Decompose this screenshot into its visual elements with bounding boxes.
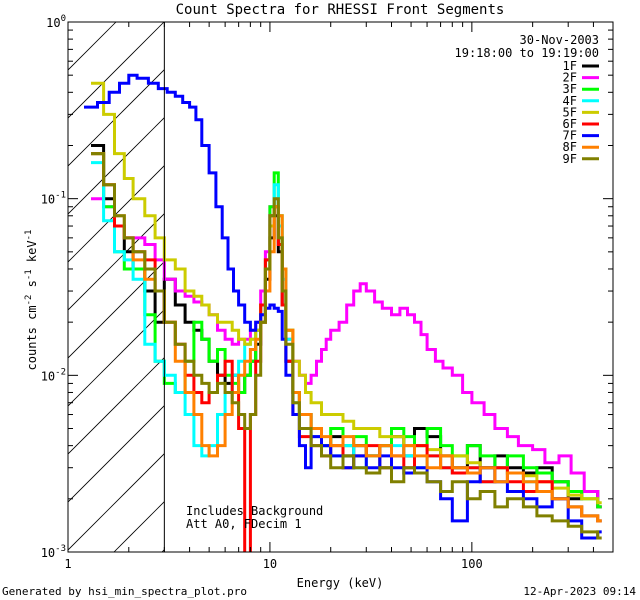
series-line-2F — [91, 197, 602, 509]
date-annotation: 30-Nov-2003 — [520, 33, 599, 47]
y-tick-label: 10-3 — [41, 544, 66, 560]
x-tick-label: 1 — [64, 557, 71, 571]
y-tick-labels: 10-3 10-2 10-1 100 — [41, 14, 66, 560]
background-hatched-region — [68, 22, 165, 552]
legend-label-7F: 7F — [563, 129, 577, 143]
hatch-line — [68, 117, 165, 215]
hatch-line — [68, 453, 165, 551]
series-line-9F — [91, 152, 602, 540]
legend-label-4F: 4F — [563, 94, 577, 108]
series-line-3F — [91, 152, 602, 509]
series-line-1F — [91, 144, 602, 509]
y-tick-label: 100 — [46, 14, 66, 30]
hatch-line — [68, 22, 165, 119]
attenuator-note: Att A0, FDecim 1 — [186, 517, 302, 531]
y-tick-label: 10-2 — [41, 367, 66, 383]
background-note: Includes Background — [186, 504, 323, 518]
hatch-line — [68, 405, 165, 503]
x-axis-label: Energy (keV) — [297, 576, 384, 590]
legend-label-2F: 2F — [563, 71, 577, 85]
axis-ticks — [67, 22, 614, 553]
x-tick-labels: 1 10 100 — [64, 557, 482, 571]
legend-label-5F: 5F — [563, 105, 577, 119]
x-tick-label: 100 — [461, 557, 483, 571]
legend-label-3F: 3F — [563, 82, 577, 96]
series-group — [84, 73, 602, 552]
generated-by-footer: Generated by hsi_min_spectra_plot.pro — [2, 585, 247, 598]
chart-title: Count Spectra for RHESSI Front Segments — [176, 2, 505, 18]
time-range-annotation: 19:18:00 to 19:19:00 — [455, 46, 600, 60]
legend-label-8F: 8F — [563, 140, 577, 154]
series-line-7F — [84, 73, 602, 540]
y-axis-label: counts cm-2 s-1 keV-1 — [24, 230, 39, 371]
plot-frame — [67, 21, 614, 553]
legend-label-1F: 1F — [563, 59, 577, 73]
x-tick-label: 10 — [263, 557, 277, 571]
hatch-line — [68, 213, 165, 311]
y-tick-label: 10-1 — [41, 191, 66, 207]
hatch-line — [68, 69, 165, 167]
series-line-8F — [91, 152, 602, 523]
hatch-line — [68, 261, 165, 359]
legend-label-6F: 6F — [563, 117, 577, 131]
legend-label-9F: 9F — [563, 152, 577, 166]
series-line-5F — [91, 81, 602, 505]
timestamp-footer: 12-Apr-2023 09:14 — [523, 585, 636, 598]
